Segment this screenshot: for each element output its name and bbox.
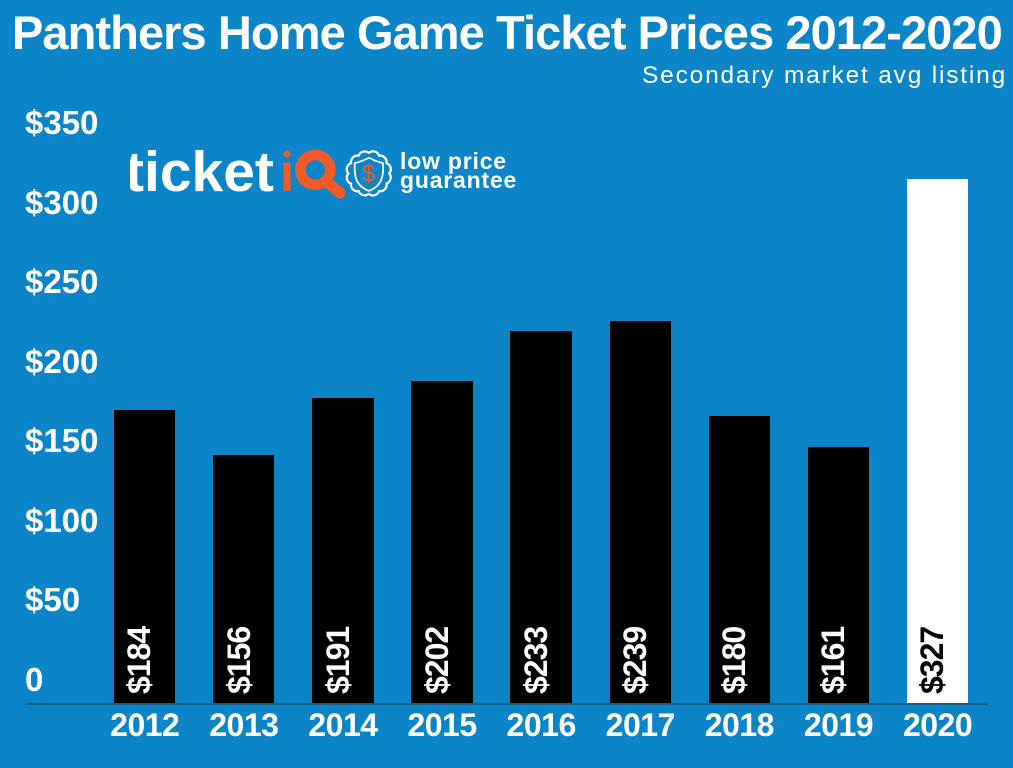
svg-text:$: $ [362, 161, 376, 188]
svg-text:guarantee: guarantee [400, 167, 517, 193]
svg-text:low price: low price [400, 148, 507, 174]
svg-text:ticket: ticket [130, 140, 274, 204]
